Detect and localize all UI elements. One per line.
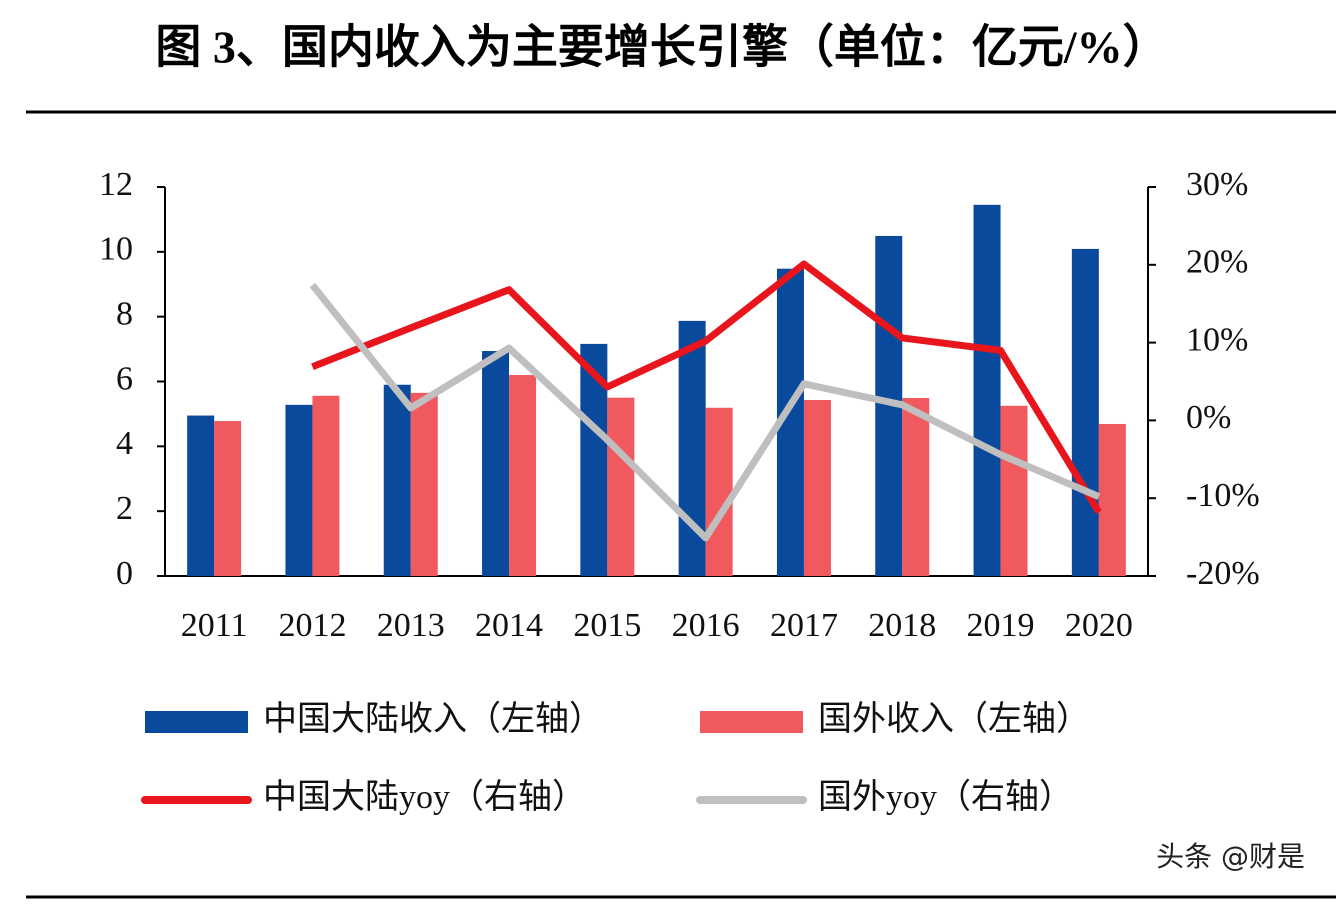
bar bbox=[803, 399, 831, 576]
bar bbox=[187, 415, 215, 576]
y-tick-label: 12 bbox=[99, 166, 133, 203]
bar bbox=[285, 404, 313, 576]
x-tick-label: 2018 bbox=[868, 607, 936, 644]
bar bbox=[1098, 423, 1126, 576]
x-tick-label: 2013 bbox=[377, 607, 445, 644]
legend-label: 中国大陆收入（左轴） bbox=[263, 700, 603, 738]
bar bbox=[705, 407, 733, 576]
y-tick-label: 10 bbox=[99, 231, 133, 268]
y2-tick-label: 30% bbox=[1186, 166, 1248, 203]
bar bbox=[482, 351, 510, 576]
x-tick-label: 2011 bbox=[181, 607, 248, 644]
x-tick-label: 2014 bbox=[475, 607, 543, 644]
bar bbox=[214, 421, 242, 576]
y-tick-label: 4 bbox=[116, 425, 133, 462]
x-tick-label: 2015 bbox=[573, 607, 641, 644]
y-tick-label: 2 bbox=[116, 490, 133, 527]
y2-tick-label: 20% bbox=[1186, 244, 1248, 281]
y2-tick-label: -10% bbox=[1186, 477, 1260, 514]
watermark: 头条 @财是 bbox=[1156, 840, 1305, 873]
x-tick-label: 2012 bbox=[278, 607, 346, 644]
legend-label: 国外yoy（右轴） bbox=[818, 778, 1073, 816]
bar bbox=[410, 392, 438, 576]
bar bbox=[607, 397, 635, 576]
chart-title: 图 3、国内收入为主要增长引擎（单位：亿元/%） bbox=[155, 22, 1168, 73]
y-tick-label: 0 bbox=[116, 555, 133, 592]
bar bbox=[1071, 248, 1099, 576]
line bbox=[311, 260, 1102, 515]
bar bbox=[509, 375, 537, 576]
y2-tick-label: 10% bbox=[1186, 321, 1248, 358]
y-tick-label: 8 bbox=[116, 295, 133, 332]
x-tick-label: 2019 bbox=[967, 607, 1035, 644]
bar bbox=[383, 384, 411, 576]
bar bbox=[973, 204, 1001, 576]
y-tick-label: 6 bbox=[116, 360, 133, 397]
bar bbox=[1000, 405, 1028, 576]
bar bbox=[902, 398, 930, 576]
legend-swatch bbox=[145, 711, 248, 733]
y2-tick-label: -20% bbox=[1186, 555, 1260, 592]
x-tick-label: 2017 bbox=[770, 607, 838, 644]
legend-label: 中国大陆yoy（右轴） bbox=[263, 778, 586, 816]
x-tick-label: 2016 bbox=[672, 607, 740, 644]
legend-swatch bbox=[700, 711, 803, 733]
bar bbox=[312, 395, 340, 576]
legend-label: 国外收入（左轴） bbox=[818, 700, 1090, 738]
line bbox=[309, 282, 1101, 542]
y2-tick-label: 0% bbox=[1186, 399, 1231, 436]
x-tick-label: 2020 bbox=[1065, 607, 1133, 644]
